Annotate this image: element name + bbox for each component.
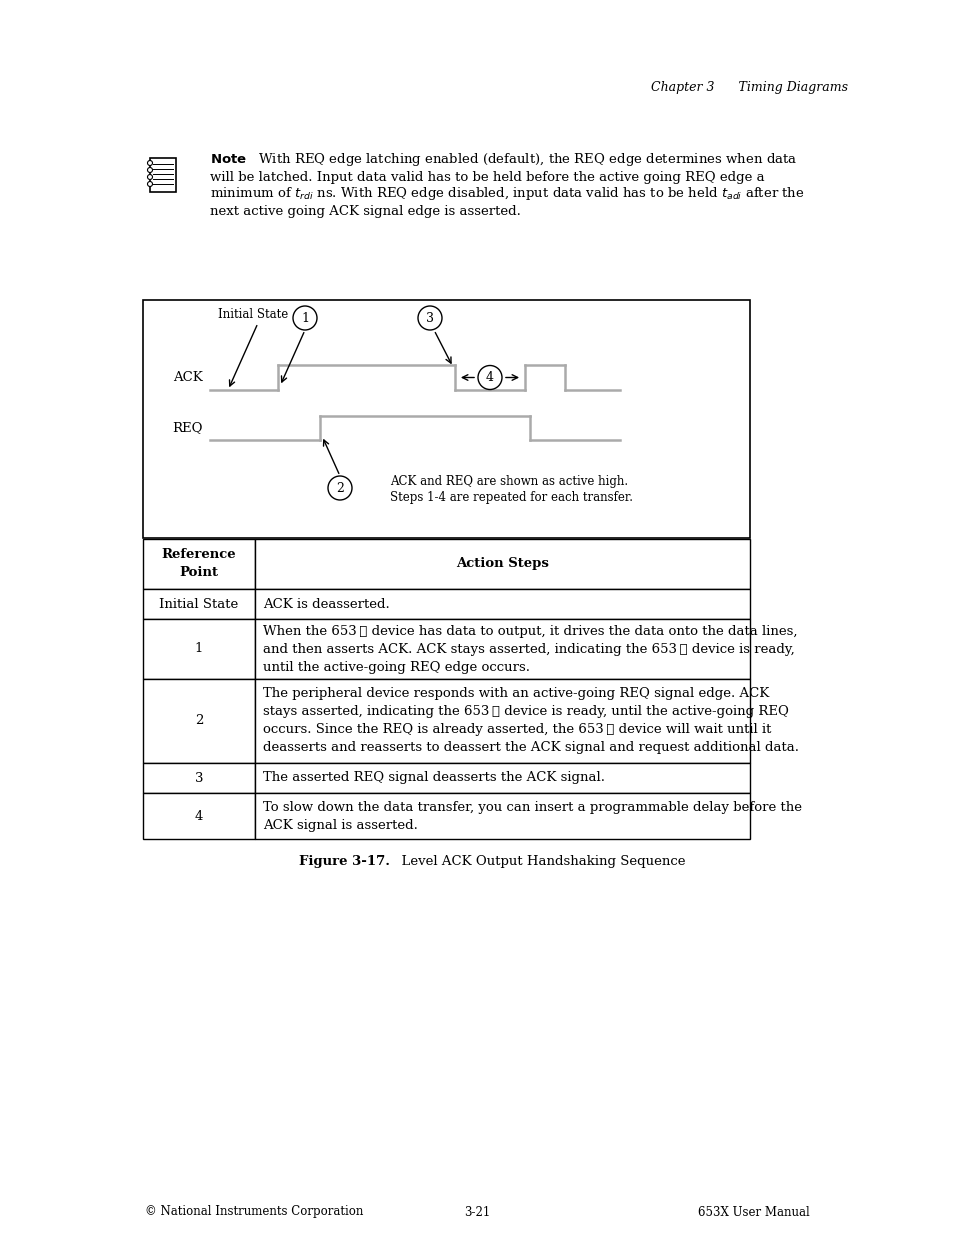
Text: Figure 3-17.: Figure 3-17. [298, 855, 390, 867]
Text: When the 653 ℱ device has data to output, it drives the data onto the data lines: When the 653 ℱ device has data to output… [263, 625, 797, 673]
Bar [143, 619, 254, 679]
Bar [254, 763, 749, 793]
Text: 4: 4 [485, 370, 494, 384]
Circle shape [148, 161, 152, 165]
Bar [143, 538, 254, 589]
Bar [143, 679, 254, 763]
Bar [254, 679, 749, 763]
Bar [143, 589, 254, 619]
Text: The asserted REQ signal deasserts the ACK signal.: The asserted REQ signal deasserts the AC… [263, 772, 604, 784]
Text: © National Instruments Corporation: © National Instruments Corporation [145, 1205, 363, 1219]
Circle shape [417, 306, 441, 330]
Text: To slow down the data transfer, you can insert a programmable delay before the
A: To slow down the data transfer, you can … [263, 800, 801, 831]
Text: will be latched. Input data valid has to be held before the active going REQ edg: will be latched. Input data valid has to… [210, 170, 763, 184]
Circle shape [148, 174, 152, 179]
Bar [254, 793, 749, 839]
Circle shape [477, 366, 501, 389]
Bar [254, 589, 749, 619]
Text: Initial State: Initial State [217, 309, 288, 321]
Bar [143, 300, 749, 538]
Bar [254, 619, 749, 679]
Bar [254, 538, 749, 589]
Bar [143, 763, 254, 793]
Text: Steps 1-4 are repeated for each transfer.: Steps 1-4 are repeated for each transfer… [390, 490, 633, 504]
Text: 3-21: 3-21 [463, 1205, 490, 1219]
Text: 4: 4 [194, 809, 203, 823]
Text: ACK is deasserted.: ACK is deasserted. [263, 598, 390, 610]
Circle shape [148, 168, 152, 173]
Text: ACK and REQ are shown as active high.: ACK and REQ are shown as active high. [390, 474, 627, 488]
Bar [143, 793, 254, 839]
Text: The peripheral device responds with an active-going REQ signal edge. ACK
stays a: The peripheral device responds with an a… [263, 688, 799, 755]
Text: Level ACK Output Handshaking Sequence: Level ACK Output Handshaking Sequence [393, 855, 685, 867]
Text: Action Steps: Action Steps [456, 557, 548, 571]
Text: ACK: ACK [173, 370, 203, 384]
Circle shape [148, 182, 152, 186]
Text: 3: 3 [194, 772, 203, 784]
Text: 1: 1 [194, 642, 203, 656]
Circle shape [293, 306, 316, 330]
Text: $\mathbf{Note}$   With REQ edge latching enabled (default), the REQ edge determi: $\mathbf{Note}$ With REQ edge latching e… [210, 152, 797, 168]
Text: minimum of $t_{rdi}$ ns. With REQ edge disabled, input data valid has to be held: minimum of $t_{rdi}$ ns. With REQ edge d… [210, 185, 803, 203]
Text: Initial State: Initial State [159, 598, 238, 610]
Text: 653X User Manual: 653X User Manual [698, 1205, 809, 1219]
FancyBboxPatch shape [150, 158, 175, 191]
Circle shape [328, 475, 352, 500]
Text: next active going ACK signal edge is asserted.: next active going ACK signal edge is ass… [210, 205, 520, 217]
Text: REQ: REQ [172, 421, 203, 435]
Text: 1: 1 [301, 311, 309, 325]
Text: 2: 2 [194, 715, 203, 727]
Text: Reference
Point: Reference Point [161, 548, 236, 579]
Text: 3: 3 [426, 311, 434, 325]
Text: Chapter 3      Timing Diagrams: Chapter 3 Timing Diagrams [651, 80, 847, 94]
Text: 2: 2 [335, 482, 344, 494]
